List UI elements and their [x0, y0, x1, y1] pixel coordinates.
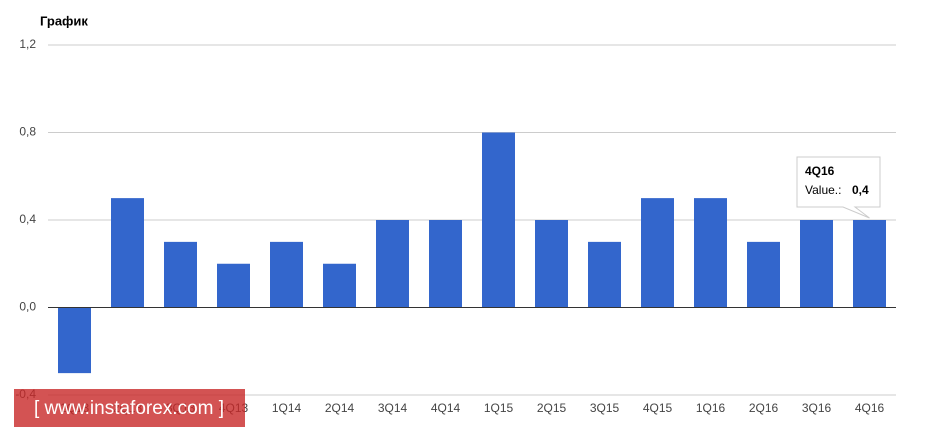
bar: [270, 241, 303, 308]
bar: [111, 198, 144, 308]
tooltip-label: Value.:: [805, 183, 841, 197]
x-tick-label: 1Q14: [272, 401, 302, 415]
y-tick-label: 0,8: [19, 125, 36, 139]
bar: [58, 307, 91, 374]
bar: [588, 241, 621, 308]
x-tick-label: 1Q15: [484, 401, 514, 415]
bar: [217, 263, 250, 308]
x-tick-label: 3Q14: [378, 401, 408, 415]
x-tick-label: 4Q15: [643, 401, 673, 415]
watermark: [ www.instaforex.com ]: [34, 398, 224, 419]
bar: [853, 220, 886, 308]
bar: [482, 132, 515, 308]
y-tick-label: 0,4: [19, 212, 36, 226]
bar: [429, 220, 462, 308]
x-tick-label: 3Q16: [802, 401, 832, 415]
x-tick-label: 1Q16: [696, 401, 726, 415]
x-tick-label: 2Q16: [749, 401, 779, 415]
bar: [535, 220, 568, 308]
bar: [376, 220, 409, 308]
y-tick-label: 0,0: [19, 300, 36, 314]
watermark-box: [14, 389, 245, 427]
y-tick-label: 1,2: [19, 37, 36, 51]
bar: [164, 241, 197, 308]
x-tick-label: 4Q16: [855, 401, 885, 415]
x-tick-label: 2Q15: [537, 401, 567, 415]
tooltip-title: 4Q16: [805, 164, 835, 178]
x-tick-label: 4Q14: [431, 401, 461, 415]
bar: [800, 220, 833, 308]
x-tick-label: 2Q14: [325, 401, 355, 415]
x-tick-label: 3Q15: [590, 401, 620, 415]
bar: [641, 198, 674, 308]
chart-title: График: [40, 13, 88, 28]
bar: [747, 241, 780, 308]
tooltip-value: 0,4: [852, 183, 869, 197]
tooltip-box: [796, 156, 881, 219]
bar: [323, 263, 356, 308]
bar: [694, 198, 727, 308]
